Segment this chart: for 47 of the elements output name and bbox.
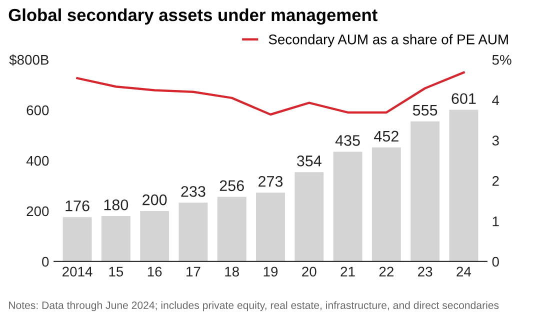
- y-tick-label: 0: [42, 256, 49, 267]
- data-label: 452: [374, 130, 398, 142]
- bar: [372, 147, 401, 262]
- x-tick-label: 22: [379, 266, 394, 276]
- bar: [333, 152, 362, 262]
- x-tick-label: 21: [340, 266, 355, 276]
- bar: [62, 217, 92, 262]
- x-tick-label: 2014: [62, 266, 92, 277]
- bar: [256, 192, 285, 262]
- data-label: 435: [335, 135, 360, 146]
- data-label: 180: [104, 199, 128, 210]
- text: Notes: Data through June 2024; includes private equity, real estate, infrastructure, and direct secondaries: [8, 301, 499, 312]
- y-tick-label: $800B: [9, 54, 49, 66]
- data-label: 273: [258, 176, 283, 187]
- y2-tick-label: 3: [492, 136, 499, 146]
- y2-tick-label: 4: [492, 95, 500, 105]
- x-tick-label: 19: [264, 266, 278, 277]
- x-tick-label: 20: [302, 266, 316, 277]
- y-tick-label: 600: [26, 105, 49, 116]
- x-tick-label: 16: [148, 266, 162, 277]
- y2-tick-label: 1: [492, 216, 499, 226]
- bar: [449, 110, 478, 262]
- data-label: 354: [296, 156, 322, 166]
- legend-label: Secondary AUM as a share of PE AUM: [268, 34, 508, 48]
- x-tick-label: 23: [418, 266, 432, 277]
- chart-title: Global secondary assets under management: [8, 8, 378, 25]
- data-label: 200: [142, 194, 167, 206]
- x-tick-label: 24: [456, 266, 472, 276]
- y2-tick-label: 2: [492, 176, 499, 186]
- y2-tick-label: 5%: [492, 54, 512, 65]
- bar: [178, 202, 208, 262]
- data-label: 176: [66, 200, 90, 212]
- x-tick-label: 15: [109, 266, 124, 277]
- bar: [410, 121, 440, 262]
- y-tick-label: 400: [26, 156, 49, 166]
- y2-tick-label: 0: [492, 256, 499, 267]
- data-label: 555: [412, 104, 438, 116]
- x-tick-label: 17: [186, 266, 200, 276]
- bar: [217, 196, 246, 262]
- data-label: 601: [452, 93, 476, 104]
- data-label: 256: [220, 180, 244, 192]
- bar: [140, 211, 170, 262]
- bar: [101, 216, 130, 262]
- y-tick-label: 200: [26, 206, 49, 216]
- bar: [294, 172, 324, 262]
- x-tick-label: 18: [225, 266, 239, 277]
- data-label: 233: [181, 186, 206, 197]
